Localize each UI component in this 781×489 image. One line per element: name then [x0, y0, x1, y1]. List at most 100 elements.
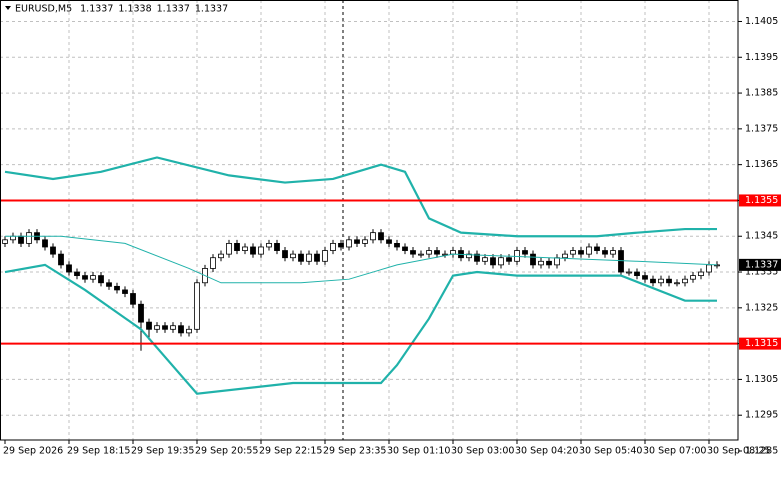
candle-body	[610, 250, 616, 255]
candle-body	[314, 253, 320, 262]
candle-body	[562, 253, 568, 259]
level-label-box	[739, 194, 781, 207]
candle-body	[594, 246, 600, 251]
candle-body	[210, 257, 216, 269]
candle-body	[546, 260, 552, 266]
candle-body	[634, 271, 640, 277]
candle-body	[570, 250, 576, 255]
header-price: 1.1338	[118, 4, 151, 15]
x-tick-label: 29 Sep 22:15	[259, 446, 322, 457]
x-tick-label: 29 Sep 19:35	[131, 446, 194, 457]
candle-body	[618, 250, 624, 273]
candle-body	[258, 246, 264, 255]
bollinger-band	[4, 156, 717, 238]
candle-body	[106, 282, 112, 287]
candle-body	[298, 253, 304, 262]
y-tick-label: 1.1405	[745, 16, 778, 27]
candle-body	[682, 278, 688, 284]
candle-body	[642, 275, 648, 280]
candle-body	[690, 275, 696, 280]
y-tick-label: 1.1305	[745, 374, 778, 385]
plot-frame	[0, 0, 739, 441]
candle-body	[410, 250, 416, 255]
y-tick-label: 1.1335	[745, 267, 778, 278]
x-tick-label: 29 Sep 20:55	[195, 446, 258, 457]
candle-body	[482, 257, 488, 262]
candle-body	[138, 303, 144, 323]
candle-body	[602, 250, 608, 255]
candle-body	[250, 246, 256, 255]
candle-body	[378, 232, 384, 241]
x-tick-label: 30 Sep 03:00	[451, 446, 514, 457]
candle-body	[466, 253, 472, 259]
y-tick-label: 1.1295	[745, 410, 778, 421]
y-tick-label: 1.1325	[745, 302, 778, 313]
candle-body	[306, 253, 312, 262]
header-price: 1.1337	[80, 4, 113, 15]
candle-body	[290, 253, 296, 259]
candle-body	[394, 242, 400, 248]
candle-body	[498, 257, 504, 266]
candle-body	[650, 278, 656, 284]
candle-body	[354, 239, 360, 244]
candle-body	[26, 232, 32, 244]
candle-body	[666, 278, 672, 284]
candle-body	[530, 253, 536, 266]
candle-body	[554, 257, 560, 266]
y-tick-label: 1.1285	[745, 446, 778, 457]
candle-body	[98, 275, 104, 284]
candle-body	[130, 293, 136, 305]
candle-body	[402, 246, 408, 251]
candle-body	[162, 325, 168, 330]
candle-body	[234, 242, 240, 251]
candle-body	[178, 325, 184, 334]
level-label: 1.1355	[745, 195, 778, 206]
bollinger-band	[4, 263, 717, 395]
candle-body	[226, 242, 232, 255]
candle-body	[426, 250, 432, 255]
x-tick-label: 29 Sep 18:15	[67, 446, 130, 457]
bollinger-band	[5, 235, 718, 284]
y-tick-label: 1.1385	[745, 88, 778, 99]
candle-body	[42, 239, 48, 248]
candle-body	[122, 289, 128, 294]
candle-body	[586, 246, 592, 255]
candle-body	[274, 242, 280, 251]
candle-body	[538, 260, 544, 266]
candle-body	[506, 257, 512, 262]
candle-body	[674, 282, 680, 285]
axes: 1.1405 1.1395 1.1385 1.1375 1.1365 1.1355 1.13…	[3, 16, 781, 457]
candle-body	[330, 242, 336, 251]
candle-body	[658, 278, 664, 284]
header-price: 1.1337	[157, 4, 190, 15]
candle-body	[418, 253, 424, 256]
candle-body	[706, 264, 712, 273]
x-tick-label: 30 Sep 04:20	[515, 446, 578, 457]
candle-body	[450, 250, 456, 255]
candle-body	[370, 232, 376, 241]
candle-body	[514, 250, 520, 262]
candle-body	[386, 239, 392, 244]
candle-body	[10, 235, 16, 241]
menu-arrow	[5, 6, 11, 10]
x-tick-label: 30 Sep 07:00	[643, 446, 706, 457]
y-tick-label: 1.1395	[745, 52, 778, 63]
x-tick-label: 29 Sep 2026	[3, 446, 63, 457]
candle-body	[218, 253, 224, 259]
candle-body	[74, 271, 80, 277]
candle-body	[266, 242, 272, 248]
candle-body	[474, 253, 480, 262]
candle-body	[114, 285, 120, 291]
candle-body	[90, 275, 96, 280]
candle-body	[346, 239, 352, 248]
level-label: 1.1315	[745, 338, 778, 349]
candle-body	[2, 239, 8, 244]
candle-body	[186, 328, 192, 334]
candle-body	[578, 250, 584, 255]
price-label: 1.1337	[745, 259, 778, 270]
plot	[0, 156, 738, 395]
candle-body	[58, 253, 64, 266]
candle-body	[362, 239, 368, 244]
candle-body	[50, 246, 56, 255]
